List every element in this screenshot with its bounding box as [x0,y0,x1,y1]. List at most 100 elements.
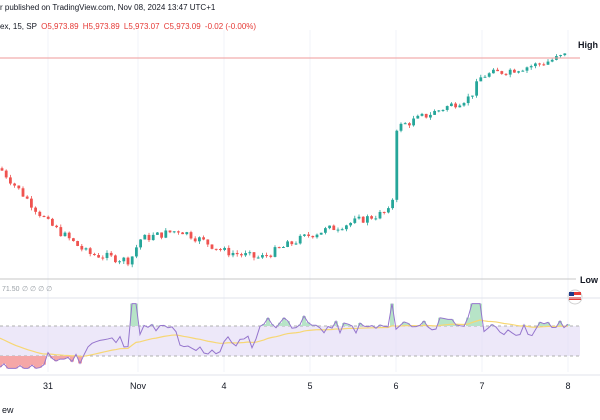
x-tick-label: 8 [565,381,570,391]
candle-body [525,67,529,71]
candle-body [336,229,340,231]
candle-body [151,234,155,241]
candle-body [324,228,327,233]
candle-body [345,225,348,230]
candle-body [34,207,37,212]
candle-body [114,255,117,263]
candle-body [219,249,222,251]
candle-body [265,255,268,257]
candle-body [97,255,100,258]
candle-body [206,239,210,245]
candle-body [521,70,525,72]
low-label: Low [580,275,599,285]
candle-body [408,123,411,126]
ohlc-close: C5,973.09 [163,22,201,31]
candle-body [366,216,369,223]
candle-body [147,234,151,241]
candle-body [122,257,126,262]
candle-body [130,256,134,265]
candle-body [256,257,260,259]
candle-body [80,245,84,250]
candle-body [332,225,336,231]
candle-body [177,231,180,233]
candle-body [433,110,436,115]
candle-body [391,199,394,209]
candle-body [105,252,109,258]
candle-body [437,110,441,112]
candle-body [38,211,42,217]
candle-body [282,246,285,248]
x-tick-label: 4 [221,381,226,391]
candle-body [475,81,478,96]
candle-body [101,257,105,259]
candle-body [483,76,487,78]
candle-body [202,237,205,240]
candle-body [399,123,403,131]
chart-grid [47,30,569,372]
candle-body [546,61,550,65]
candle-body [76,241,79,246]
footer-text: ew [2,405,14,415]
rsi-line [0,303,569,369]
candle-body [382,211,386,213]
candle-body [298,235,302,244]
candle-body [290,241,294,245]
candle-body [513,69,516,73]
rsi-header-value: 71.50 [2,286,20,293]
candle-body [563,53,567,56]
candle-body [135,247,138,257]
candle-body [445,106,449,110]
candle-body [504,73,508,75]
rsi-oversold-fill [0,356,82,369]
candle-body [479,77,483,82]
rsi-header-dots: ∅ ∅ ∅ ∅ [22,286,52,293]
x-tick-label: Nov [130,381,147,391]
candle-body [500,71,504,74]
candle-body [269,255,273,257]
candle-body [164,230,168,238]
candle-body [315,234,319,238]
candle-body [353,218,357,223]
candle-body [143,234,147,240]
ohlc-low: L5,973.07 [123,22,160,31]
candle-body [517,71,520,73]
x-tick-label: 7 [479,381,484,391]
candle-body [248,252,252,254]
candle-body [412,118,415,126]
candle-body [172,231,176,233]
published-text: r published on TradingView.com, Nov 08, … [0,3,216,12]
candle-body [529,66,533,68]
candle-body [93,253,96,256]
candle-body [214,248,218,250]
published-line: r published on TradingView.com, Nov 08, … [0,3,215,12]
flag-icon[interactable] [567,289,583,305]
candle-body [450,103,453,107]
candle-body [319,232,323,235]
symbol-line: ex, 15, SP O5,973.89 H5,973.89 L5,973.07… [0,22,258,31]
candle-body [458,105,462,108]
candle-body [550,59,554,62]
high-label-box: High [574,38,600,52]
candle-body [198,237,201,242]
candle-body [42,216,46,218]
candle-body [235,252,239,255]
candle-body [193,238,197,242]
candle-body [534,63,537,67]
candle-body [277,247,281,249]
candle-body [429,114,432,118]
candle-body [240,254,243,256]
candle-body [508,69,512,75]
ohlc-change: -0.02 (-0.00%) [204,22,257,31]
candle-body [168,230,172,233]
candle-body [492,69,495,74]
candle-body [244,253,247,256]
candle-body [21,188,25,197]
candle-body [67,232,71,239]
candle-body [223,247,226,250]
x-axis: 31 Nov 4 5 6 7 8 [0,374,600,391]
candle-body [378,211,382,219]
candle-body [454,103,457,108]
candle-body [349,222,352,226]
candle-body [189,232,193,239]
